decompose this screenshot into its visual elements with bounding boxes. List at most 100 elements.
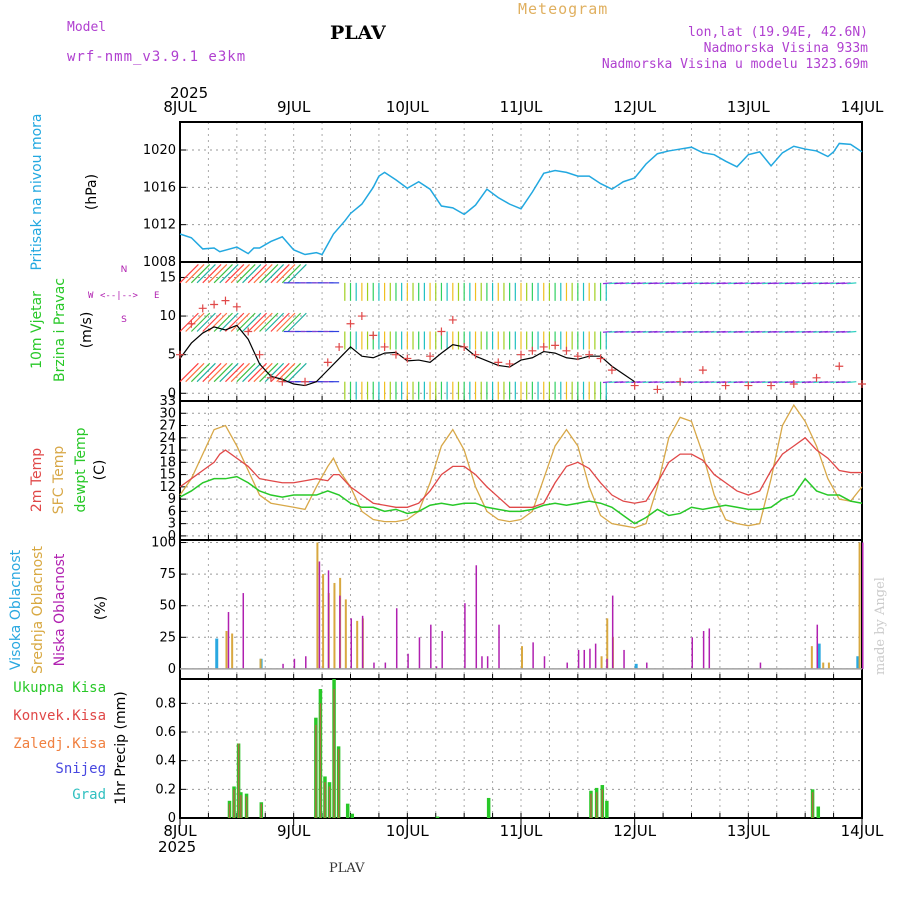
conv-precip-bar xyxy=(333,689,335,818)
y-tick-label: 9 xyxy=(168,492,176,507)
x-tick-label-top: 8JUL xyxy=(163,98,197,116)
compass-arrows: <--|--> xyxy=(100,291,139,301)
conv-precip-bar xyxy=(337,749,340,818)
temp-2m-line xyxy=(179,436,862,508)
low-cloud-bar xyxy=(293,658,296,669)
panel-frame xyxy=(179,678,863,819)
low-cloud-bar xyxy=(339,595,341,669)
wind-barb xyxy=(213,362,233,383)
low-cloud-bar xyxy=(577,649,580,669)
low-cloud-bar xyxy=(498,624,500,669)
legend-freezing-rain: Zaledj.Kisa xyxy=(13,736,106,752)
low-cloud-bar xyxy=(305,656,307,669)
pressure-line xyxy=(179,142,863,256)
y-tick-label: 21 xyxy=(159,443,176,458)
y-tick-label: 0 xyxy=(168,811,176,826)
mid-cloud-bar xyxy=(356,620,359,669)
y-tick-label: 25 xyxy=(159,630,176,645)
low-cloud-bar xyxy=(350,618,352,669)
wind-gust-marker xyxy=(244,327,253,336)
y-tick-label: 1012 xyxy=(143,218,176,233)
y-tick-label: 5 xyxy=(168,348,176,363)
high-cloud-bar xyxy=(856,656,860,669)
low-cloud-bar xyxy=(759,662,762,669)
mid-cloud-bar xyxy=(827,662,830,669)
elevation: Nadmorska Visina 933m xyxy=(703,41,868,56)
wind-barb xyxy=(196,264,216,284)
low-cloud-bar xyxy=(418,637,421,669)
wind-barb xyxy=(202,264,222,284)
total-precip-bar xyxy=(350,813,354,818)
conv-precip-bar xyxy=(595,792,598,818)
wind-barb xyxy=(219,362,239,383)
wind-gust-marker xyxy=(676,377,685,386)
compass-n: N xyxy=(121,265,128,275)
coordinates: lon,lat (19.94E, 42.6N) xyxy=(687,25,868,40)
conv-precip-bar xyxy=(237,743,240,818)
wind-barb xyxy=(190,264,211,284)
conv-precip-bar xyxy=(811,792,814,818)
low-cloud-bar xyxy=(430,624,432,669)
wind-barb xyxy=(270,312,290,332)
wind-gust-marker xyxy=(255,350,264,359)
wind-gust-marker xyxy=(517,350,525,359)
wind-barb xyxy=(259,362,279,383)
x-tick-label-top: 12JUL xyxy=(613,98,656,116)
wind-barb xyxy=(276,264,296,284)
wind-gust-marker xyxy=(403,354,412,363)
conv-precip-bar xyxy=(228,803,231,818)
wind-barb xyxy=(264,312,285,332)
wind-barb xyxy=(242,264,262,284)
mid-cloud-bar xyxy=(606,618,609,669)
x-tick-label-bottom: 14JUL xyxy=(841,822,884,840)
cloud-axis-units: (%) xyxy=(93,596,109,620)
wind-axis-title-2: Brzina i Pravac xyxy=(52,278,68,382)
footer-station: PLAV xyxy=(329,861,365,876)
wind-barb xyxy=(247,312,268,332)
compass-e: E xyxy=(154,291,159,301)
y-tick-label: 0.8 xyxy=(155,696,176,711)
wind-gust-marker xyxy=(721,381,730,390)
wind-gust-marker xyxy=(357,312,366,321)
wind-barb xyxy=(270,362,290,383)
wind-gust-marker xyxy=(562,346,571,355)
x-tick-label-top: 9JUL xyxy=(277,98,311,116)
model-label: Model xyxy=(67,20,107,35)
low-cloud-bar xyxy=(646,662,648,669)
mid-cloud-bar xyxy=(333,582,336,669)
precip-axis-units: 1hr Precip (mm) xyxy=(113,691,129,804)
wind-barb xyxy=(196,362,216,383)
wind-barb xyxy=(847,282,857,285)
wind-barb xyxy=(242,312,262,332)
mid-cloud-bar xyxy=(344,599,347,669)
low-cloud-bar xyxy=(318,561,321,669)
y-tick-label: 0 xyxy=(168,529,176,544)
wind-barb xyxy=(230,362,250,383)
wind-gust-marker xyxy=(176,350,184,359)
x-tick-label-top: 10JUL xyxy=(386,98,429,116)
y-tick-label: 0.4 xyxy=(155,754,176,769)
y-tick-label: 0.6 xyxy=(155,725,176,740)
wind-barb xyxy=(230,312,250,332)
wind-gust-marker xyxy=(789,380,798,389)
wind-gust-marker xyxy=(198,304,207,313)
mid-cloud-bar xyxy=(259,658,262,669)
y-tick-label: 1008 xyxy=(143,255,176,270)
wind-barb xyxy=(213,312,233,332)
y-tick-label: 15 xyxy=(159,468,176,483)
conv-precip-bar xyxy=(245,796,248,818)
y-tick-label: 0 xyxy=(168,386,176,401)
wind-gust-marker xyxy=(448,315,457,324)
conv-precip-bar xyxy=(601,789,604,818)
wind-gust-marker xyxy=(187,319,196,328)
low-cloud-bar xyxy=(708,628,711,669)
wind-barb xyxy=(247,362,268,383)
wind-barb xyxy=(196,312,216,332)
mid-cloud-bar xyxy=(822,662,825,669)
wind-gust-marker xyxy=(210,300,219,309)
wind-barb xyxy=(847,381,857,384)
x-tick-label-bottom: 10JUL xyxy=(386,822,429,840)
wind-barb xyxy=(185,264,205,284)
x-tick-label-top: 14JUL xyxy=(841,98,884,116)
mid-cloud-bar xyxy=(231,633,234,669)
